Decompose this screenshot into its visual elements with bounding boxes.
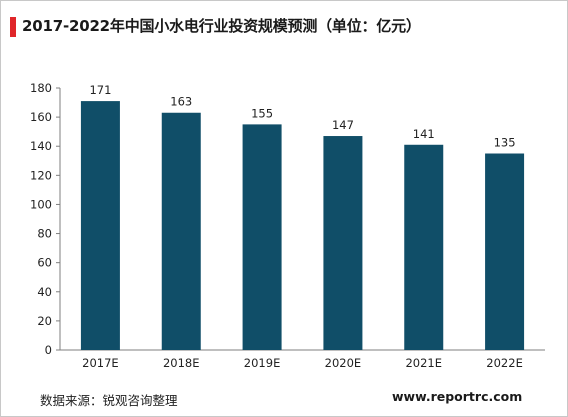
bar-2020E [323,136,363,350]
y-tick-label: 20 [37,314,52,328]
y-tick-label: 80 [37,227,52,241]
y-tick-label: 140 [30,139,52,153]
y-axis: 0 20 40 60 80 100 120 140 160 180 [30,81,61,357]
bar-2018E [161,112,201,350]
x-tick-label-2017E: 2017E [82,356,119,370]
y-tick-label: 100 [30,197,52,211]
bar-2017E [80,101,120,350]
bar-2022E [485,153,525,350]
site-url: www.reportrc.com [392,389,523,404]
data-label-2018E: 163 [170,95,192,109]
x-tick-label-2020E: 2020E [325,356,362,370]
bar-2019E [242,124,282,350]
data-label-2017E: 171 [89,83,111,97]
x-axis: 2017E 2018E 2019E 2020E 2021E 2022E [60,349,545,370]
data-label-2021E: 141 [413,127,435,141]
y-tick-label: 40 [37,285,52,299]
title-accent-bar [10,17,16,37]
bar-2021E [404,144,444,350]
x-tick-label-2018E: 2018E [163,356,200,370]
data-label-2022E: 135 [494,136,516,150]
y-tick-label: 60 [37,256,52,270]
x-tick-label-2022E: 2022E [486,356,523,370]
source-note: 数据来源：锐观咨询整理 [40,393,178,408]
bars [80,101,525,350]
y-tick-label: 120 [30,168,52,182]
y-tick-label: 160 [30,110,52,124]
y-tick-label: 180 [30,81,52,95]
x-tick-label-2021E: 2021E [405,356,442,370]
x-tick-label-2019E: 2019E [244,356,281,370]
data-label-2019E: 155 [251,106,273,120]
y-tick-label: 0 [45,343,52,357]
data-label-2020E: 147 [332,118,354,132]
chart-title: 2017-2022年中国小水电行业投资规模预测（单位：亿元） [22,17,421,35]
data-labels: 171 163 155 147 141 135 [89,83,515,149]
